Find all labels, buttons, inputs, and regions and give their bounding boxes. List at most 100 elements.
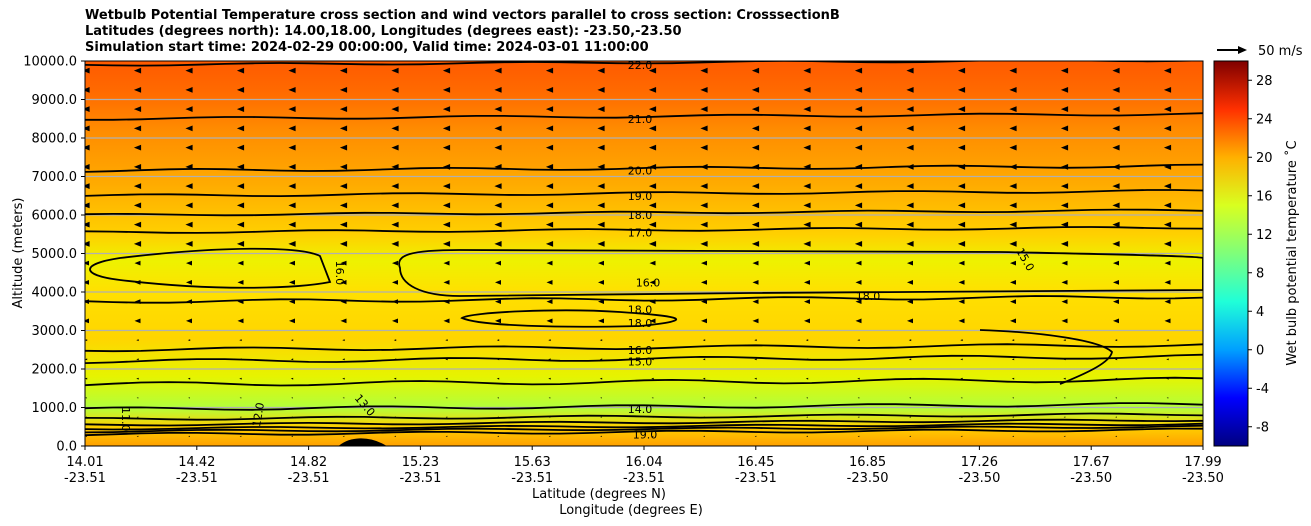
- wind-vector: [857, 377, 860, 380]
- wind-vector: [236, 241, 245, 247]
- wind-vector: [288, 202, 296, 209]
- wind-vector: [391, 183, 399, 189]
- wind-vector: [648, 87, 657, 93]
- wind-vector: [188, 397, 190, 399]
- wind-vector: [342, 416, 345, 418]
- wind-vector: [1115, 416, 1117, 418]
- wind-vector: [85, 299, 89, 304]
- wind-vector: [443, 318, 450, 324]
- wind-vector: [445, 397, 448, 399]
- x-tick-lat: 14.82: [290, 455, 327, 470]
- x-tick-lat: 17.26: [961, 455, 998, 470]
- wind-vector: [958, 299, 965, 304]
- wind-vector: [1163, 106, 1172, 112]
- y-tick-label: 0.0: [56, 440, 77, 455]
- wind-vector: [1009, 221, 1017, 228]
- wind-vector: [1163, 164, 1172, 170]
- wind-vector: [236, 106, 245, 112]
- wind-vector: [700, 144, 708, 151]
- wind-vector: [136, 339, 139, 342]
- contour-label: 20.0: [628, 165, 653, 178]
- wind-vector: [598, 280, 604, 285]
- contour-label: 18.0: [628, 317, 653, 330]
- wind-vector: [751, 144, 760, 151]
- x-tick-lon: -23.50: [847, 471, 889, 486]
- wind-vector: [1113, 260, 1119, 266]
- wind-vector: [442, 106, 451, 112]
- wind-vector: [597, 241, 605, 247]
- contour-line: [85, 226, 1203, 234]
- wind-vector: [1061, 299, 1068, 304]
- wind-vector: [236, 202, 245, 209]
- wind-vector: [85, 125, 90, 132]
- wind-vector: [751, 67, 760, 74]
- contour-line: [460, 309, 678, 328]
- wind-vector: [442, 67, 451, 74]
- wind-vector: [443, 280, 450, 285]
- colorbar-tick-label: 4: [1256, 305, 1264, 320]
- wind-vector: [702, 358, 706, 361]
- wind-vector: [597, 221, 605, 228]
- wind-vector: [289, 299, 295, 304]
- contour-line: [89, 247, 332, 289]
- wind-vector: [290, 377, 294, 380]
- wind-vector: [854, 183, 863, 189]
- wind-vector: [855, 299, 862, 304]
- contour-line: [85, 189, 1203, 198]
- wind-vector: [651, 339, 654, 342]
- wind-vector: [1060, 67, 1069, 74]
- y-axis-label: Altitude (meters): [11, 198, 26, 309]
- wind-vector: [700, 67, 708, 74]
- wind-vector: [291, 397, 293, 399]
- wind-vector: [339, 144, 348, 151]
- x-axis-label-latitude: Latitude (degrees N): [532, 487, 666, 502]
- x-tick-lat: 17.99: [1184, 455, 1221, 470]
- wind-vector: [1012, 397, 1014, 399]
- wind-vector: [1163, 241, 1172, 247]
- wind-vector: [1063, 377, 1066, 380]
- wind-vector: [494, 87, 502, 93]
- wind-vector: [854, 106, 863, 112]
- wind-vector: [701, 260, 707, 266]
- colorbar-tick-label: 12: [1256, 228, 1273, 243]
- wind-vector: [445, 435, 448, 437]
- wind-vector: [85, 339, 88, 342]
- wind-vector: [134, 260, 141, 266]
- wind-vector: [494, 183, 502, 189]
- wind-vector: [806, 416, 808, 418]
- wind-vector: [496, 377, 500, 380]
- wind-vector: [545, 202, 554, 209]
- wind-vector: [806, 435, 808, 437]
- contour-line: [85, 343, 1203, 353]
- wind-vector: [598, 260, 604, 266]
- wind-vector: [907, 280, 913, 285]
- wind-vector: [648, 221, 657, 228]
- wind-vector: [85, 67, 90, 74]
- wind-vector: [494, 106, 502, 112]
- wind-vector: [494, 241, 502, 247]
- x-tick-lon: -23.50: [1070, 471, 1112, 486]
- wind-vector: [342, 435, 345, 437]
- wind-vector: [85, 183, 90, 189]
- wind-vector: [185, 241, 193, 247]
- wind-vector: [803, 202, 811, 209]
- colorbar-tick-label: 8: [1256, 266, 1264, 281]
- wind-vector: [391, 241, 399, 247]
- wind-vector: [236, 125, 245, 132]
- wind-vector: [133, 241, 142, 247]
- wind-vector: [857, 435, 860, 437]
- wind-vector: [288, 183, 296, 189]
- wind-vector: [188, 416, 190, 418]
- wind-vector: [803, 221, 811, 228]
- wind-vector: [805, 377, 809, 380]
- wind-vector: [236, 67, 245, 74]
- wind-vector: [392, 260, 398, 266]
- wind-vector: [133, 87, 142, 93]
- wind-vector: [957, 144, 966, 151]
- wind-vector: [1061, 318, 1068, 324]
- wind-vector: [1163, 144, 1172, 151]
- wind-vector: [497, 397, 499, 399]
- wind-vector: [1166, 377, 1169, 380]
- wind-vector: [700, 202, 708, 209]
- wind-vector: [236, 183, 245, 189]
